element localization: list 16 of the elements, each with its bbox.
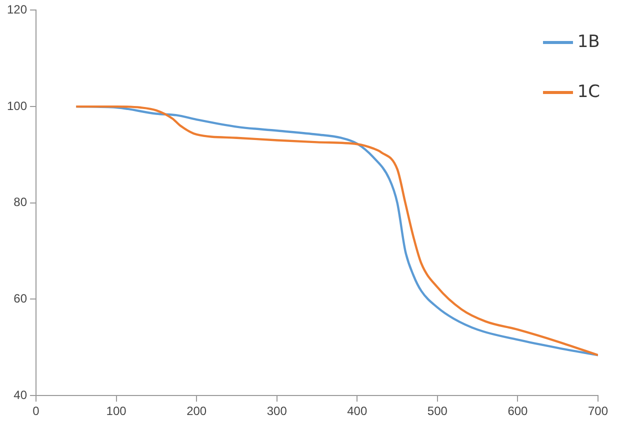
x-tick-label: 0 [32,404,40,418]
legend-label: 1B [577,32,600,52]
legend-label: 1C [577,82,600,102]
y-tick-label: 80 [14,195,28,210]
y-tick-label: 40 [14,388,28,402]
x-tick-label: 500 [427,404,448,418]
y-tick-label: 120 [6,2,28,17]
x-tick-label: 100 [106,404,127,418]
x-tick-label: 200 [186,404,207,418]
x-tick-label: 700 [588,404,608,418]
y-tick-label: 100 [6,98,28,113]
x-tick-label: 400 [347,404,368,418]
x-tick-label: 600 [508,404,528,418]
x-tick-label: 300 [266,404,288,418]
line-series [75,105,598,356]
y-tick-label: 60 [14,292,28,306]
